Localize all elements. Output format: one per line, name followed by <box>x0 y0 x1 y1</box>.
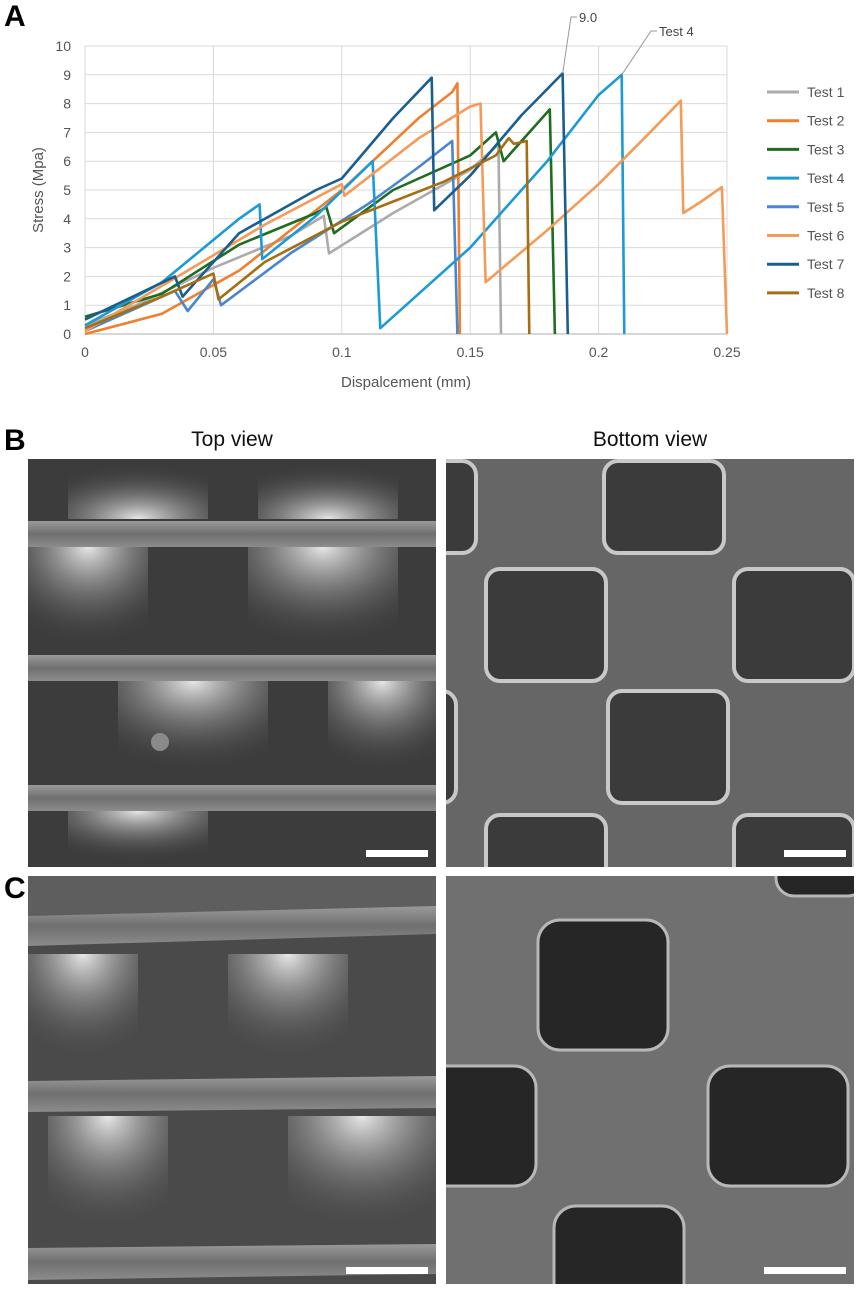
panel-label-c: C <box>4 872 26 905</box>
x-tick-label: 0.05 <box>200 344 227 360</box>
y-tick-label: 0 <box>63 326 71 342</box>
legend-label: Test 4 <box>807 170 845 186</box>
series-line-test-5 <box>84 139 459 335</box>
legend-label: Test 5 <box>807 199 845 215</box>
legend-label: Test 1 <box>807 84 845 100</box>
y-tick-label: 2 <box>63 268 71 284</box>
x-tick-label: 0.1 <box>332 344 352 360</box>
scale-bar <box>346 1267 428 1274</box>
sem-image-b-bottom <box>446 459 854 867</box>
series-line-test-6 <box>84 99 729 335</box>
series-line-test-2 <box>84 82 462 336</box>
y-tick-label: 5 <box>63 182 71 198</box>
x-tick-label: 0.25 <box>713 344 740 360</box>
sem-image-b-top <box>28 459 436 867</box>
legend-label: Test 3 <box>807 141 845 157</box>
legend-label: Test 2 <box>807 113 845 129</box>
sem-texture-c-top <box>28 876 436 1284</box>
y-tick-label: 10 <box>55 38 71 54</box>
y-tick-label: 7 <box>63 124 71 140</box>
y-axis-label: Stress (Mpa) <box>30 147 47 233</box>
panel-label-b: B <box>4 424 26 457</box>
scale-bar <box>764 1267 846 1274</box>
annotation-label: Test 4 <box>659 24 694 39</box>
scale-bar <box>366 850 428 857</box>
x-axis-label: Dispalcement (mm) <box>341 374 471 391</box>
sem-image-c-top <box>28 876 436 1284</box>
sem-texture-b-top <box>28 459 436 867</box>
sem-image-c-bottom <box>446 876 854 1284</box>
legend-label: Test 7 <box>807 256 845 272</box>
annotation-leader <box>621 30 657 76</box>
annotation-label: 9.0 <box>579 10 597 25</box>
x-tick-label: 0 <box>81 344 89 360</box>
top-view-title: Top view <box>191 428 273 451</box>
series-line-test-3 <box>84 108 557 335</box>
sem-texture-b-bottom <box>446 459 854 867</box>
legend-label: Test 8 <box>807 285 845 301</box>
y-tick-label: 4 <box>63 211 71 227</box>
y-tick-label: 8 <box>63 96 71 112</box>
x-tick-label: 0.2 <box>589 344 609 360</box>
y-tick-label: 6 <box>63 153 71 169</box>
x-tick-label: 0.15 <box>457 344 484 360</box>
sem-texture-c-bottom <box>446 876 854 1284</box>
y-tick-label: 9 <box>63 67 71 83</box>
series-line-test-7 <box>84 72 570 335</box>
stress-displacement-chart: 0 1 2 3 4 5 6 7 8 9 10 0 0.05 0.1 0.15 0.2 0.25 Dispalcem… <box>30 10 845 391</box>
bottom-view-title: Bottom view <box>592 428 708 451</box>
y-tick-label: 1 <box>63 297 71 313</box>
series-line-test-4 <box>84 73 626 335</box>
series-line-test-8 <box>84 136 531 335</box>
y-tick-label: 3 <box>63 240 71 256</box>
legend-label: Test 6 <box>807 228 845 244</box>
annotation-leader <box>562 16 577 74</box>
panel-label-a: A <box>4 0 26 33</box>
scale-bar <box>784 850 846 857</box>
